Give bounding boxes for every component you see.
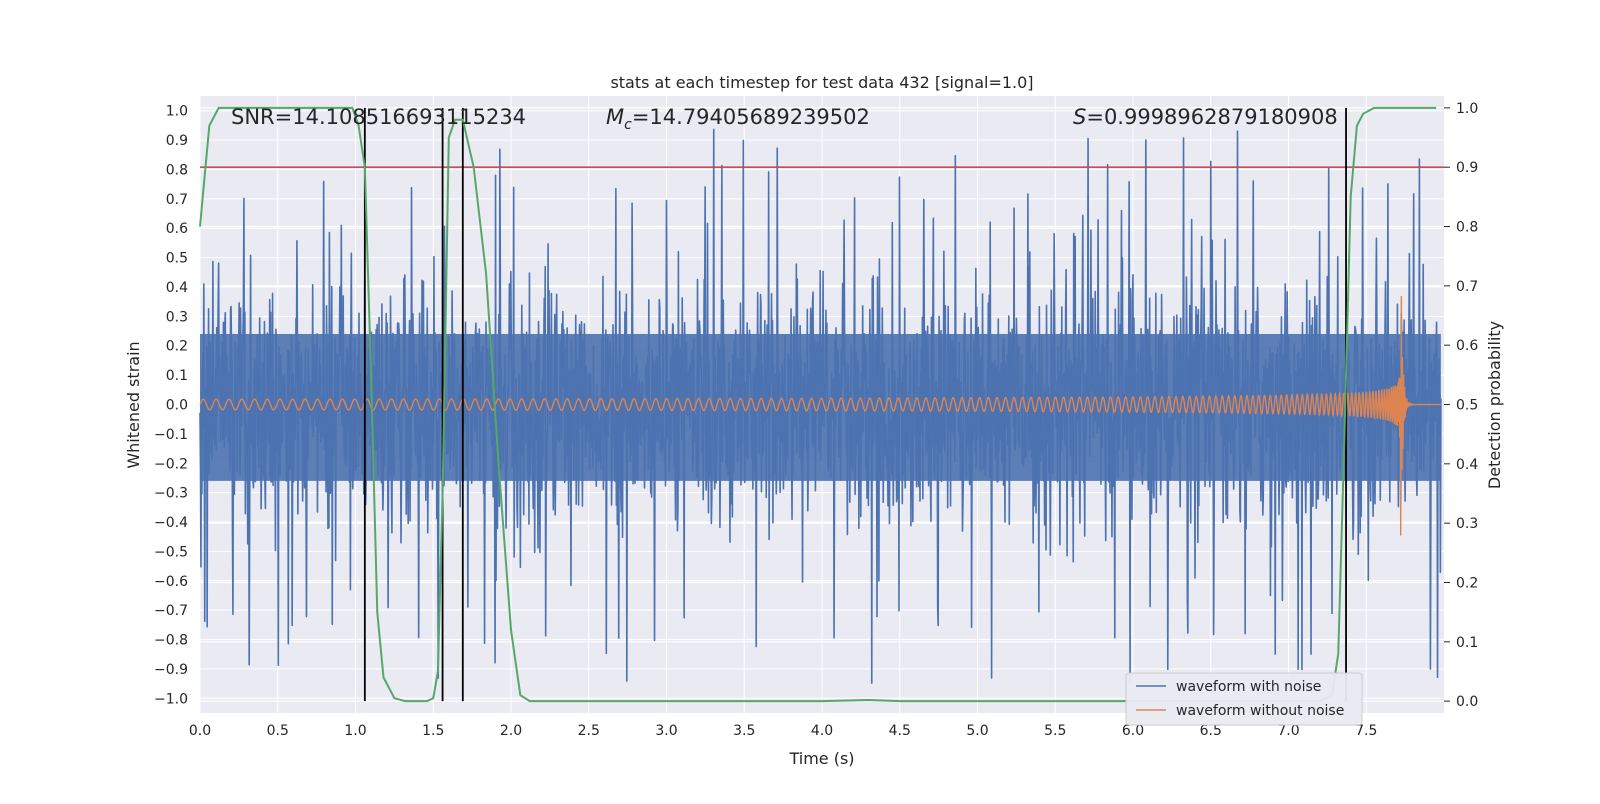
mc-subscript: c: [624, 117, 632, 133]
y2-tick-label: 0.8: [1456, 220, 1478, 236]
x-tick-label: 5.0: [966, 723, 988, 739]
legend-label-noise: waveform with noise: [1176, 679, 1321, 695]
x-tick-label: 2.0: [500, 723, 522, 739]
y-tick-label: 0.2: [166, 339, 188, 355]
y2-tick-label: 0.0: [1456, 694, 1478, 710]
x-tick-label: 6.5: [1200, 723, 1222, 739]
significance-annotation: S=0.9998962879180908: [1073, 105, 1338, 129]
y2-tick-label: 0.1: [1456, 635, 1478, 651]
y2-tick-label: 0.7: [1456, 279, 1478, 295]
probability-curve-trace: [199, 106, 1437, 703]
y-tick-label: −0.1: [154, 427, 188, 443]
x-tick-label: 7.5: [1355, 723, 1377, 739]
x-tick-label: 3.0: [655, 723, 677, 739]
mc-value: =14.79405689239502: [632, 105, 870, 129]
y-tick-label: −1.0: [154, 691, 188, 707]
legend-label-clean: waveform without noise: [1176, 703, 1344, 719]
noise-waveform: [199, 128, 1442, 684]
y2-tick-label: 0.4: [1456, 457, 1478, 473]
y-tick-label: −0.6: [154, 574, 188, 590]
x-tick-label: 4.0: [811, 723, 833, 739]
x-tick-label: 3.5: [733, 723, 755, 739]
y-tick-label: −0.2: [154, 456, 188, 472]
x-tick-labels: 0.0 0.5 1.0 1.5 2.0 2.5 3.0 3.5 4.0 4.5 5.0 5.5 6.0 6…: [189, 723, 1378, 739]
snr-annotation: SNR=14.108516693115234: [231, 105, 526, 129]
y-tick-label: 0.0: [166, 398, 188, 414]
y-tick-label: −0.5: [154, 544, 188, 560]
y-tick-label: 0.8: [166, 162, 188, 178]
legend: waveform with noise waveform without noi…: [1125, 672, 1363, 726]
y-tick-label: 0.9: [166, 133, 188, 149]
y2-tick-label: 0.2: [1456, 575, 1478, 591]
chart-title: stats at each timestep for test data 432…: [610, 73, 1033, 92]
y-tick-labels: 1.0 0.9 0.8 0.7 0.6 0.5 0.4 0.3 0.2 0.1 0.0 −0.1 −0.…: [154, 104, 188, 708]
s-symbol: S: [1073, 105, 1086, 129]
x-tick-label: 0.0: [189, 723, 211, 739]
x-tick-label: 2.5: [578, 723, 600, 739]
s-value: =0.9998962879180908: [1086, 105, 1337, 129]
x-tick-label: 4.5: [889, 723, 911, 739]
y-tick-label: 0.6: [166, 221, 188, 237]
y-tick-label: −0.9: [154, 662, 188, 678]
chirp-mass-annotation: Mc=14.79405689239502: [606, 105, 870, 133]
x-tick-label: 6.0: [1122, 723, 1144, 739]
y-axis-label: Whitened strain: [124, 341, 143, 468]
y-tick-label: 0.7: [166, 192, 188, 208]
y-tick-label: −0.7: [154, 603, 188, 619]
x-tick-label: 5.5: [1044, 723, 1066, 739]
x-tick-label: 1.0: [344, 723, 366, 739]
y2-tick-labels: 1.0 0.9 0.8 0.7 0.6 0.5 0.4 0.3 0.2 0.1 0.0: [1444, 101, 1478, 710]
y2-tick-label: 0.5: [1456, 398, 1478, 414]
y-tick-label: 0.4: [166, 280, 188, 296]
x-tick-label: 7.0: [1277, 723, 1299, 739]
probability-curve: [199, 106, 1437, 703]
y-tick-label: 0.3: [166, 309, 188, 325]
clean-waveform-trace: [199, 296, 1441, 536]
y-tick-label: −0.8: [154, 633, 188, 649]
x-tick-label: 0.5: [267, 723, 289, 739]
y-tick-label: 1.0: [166, 104, 188, 120]
y-tick-label: 0.1: [166, 368, 188, 384]
mc-symbol: M: [606, 105, 624, 129]
x-axis-label: Time (s): [788, 749, 854, 768]
clean-waveform: [199, 296, 1441, 536]
y2-tick-label: 0.6: [1456, 338, 1478, 354]
y2-tick-label: 0.3: [1456, 516, 1478, 532]
y2-tick-label: 0.9: [1456, 160, 1478, 176]
x-tick-label: 1.5: [422, 723, 444, 739]
y-tick-label: −0.4: [154, 515, 188, 531]
y2-axis-label: Detection probability: [1485, 321, 1504, 489]
y-tick-label: 0.5: [166, 251, 188, 267]
y-tick-label: −0.3: [154, 486, 188, 502]
y2-tick-label: 1.0: [1456, 101, 1478, 117]
noise-waveform-core: [200, 333, 1441, 481]
